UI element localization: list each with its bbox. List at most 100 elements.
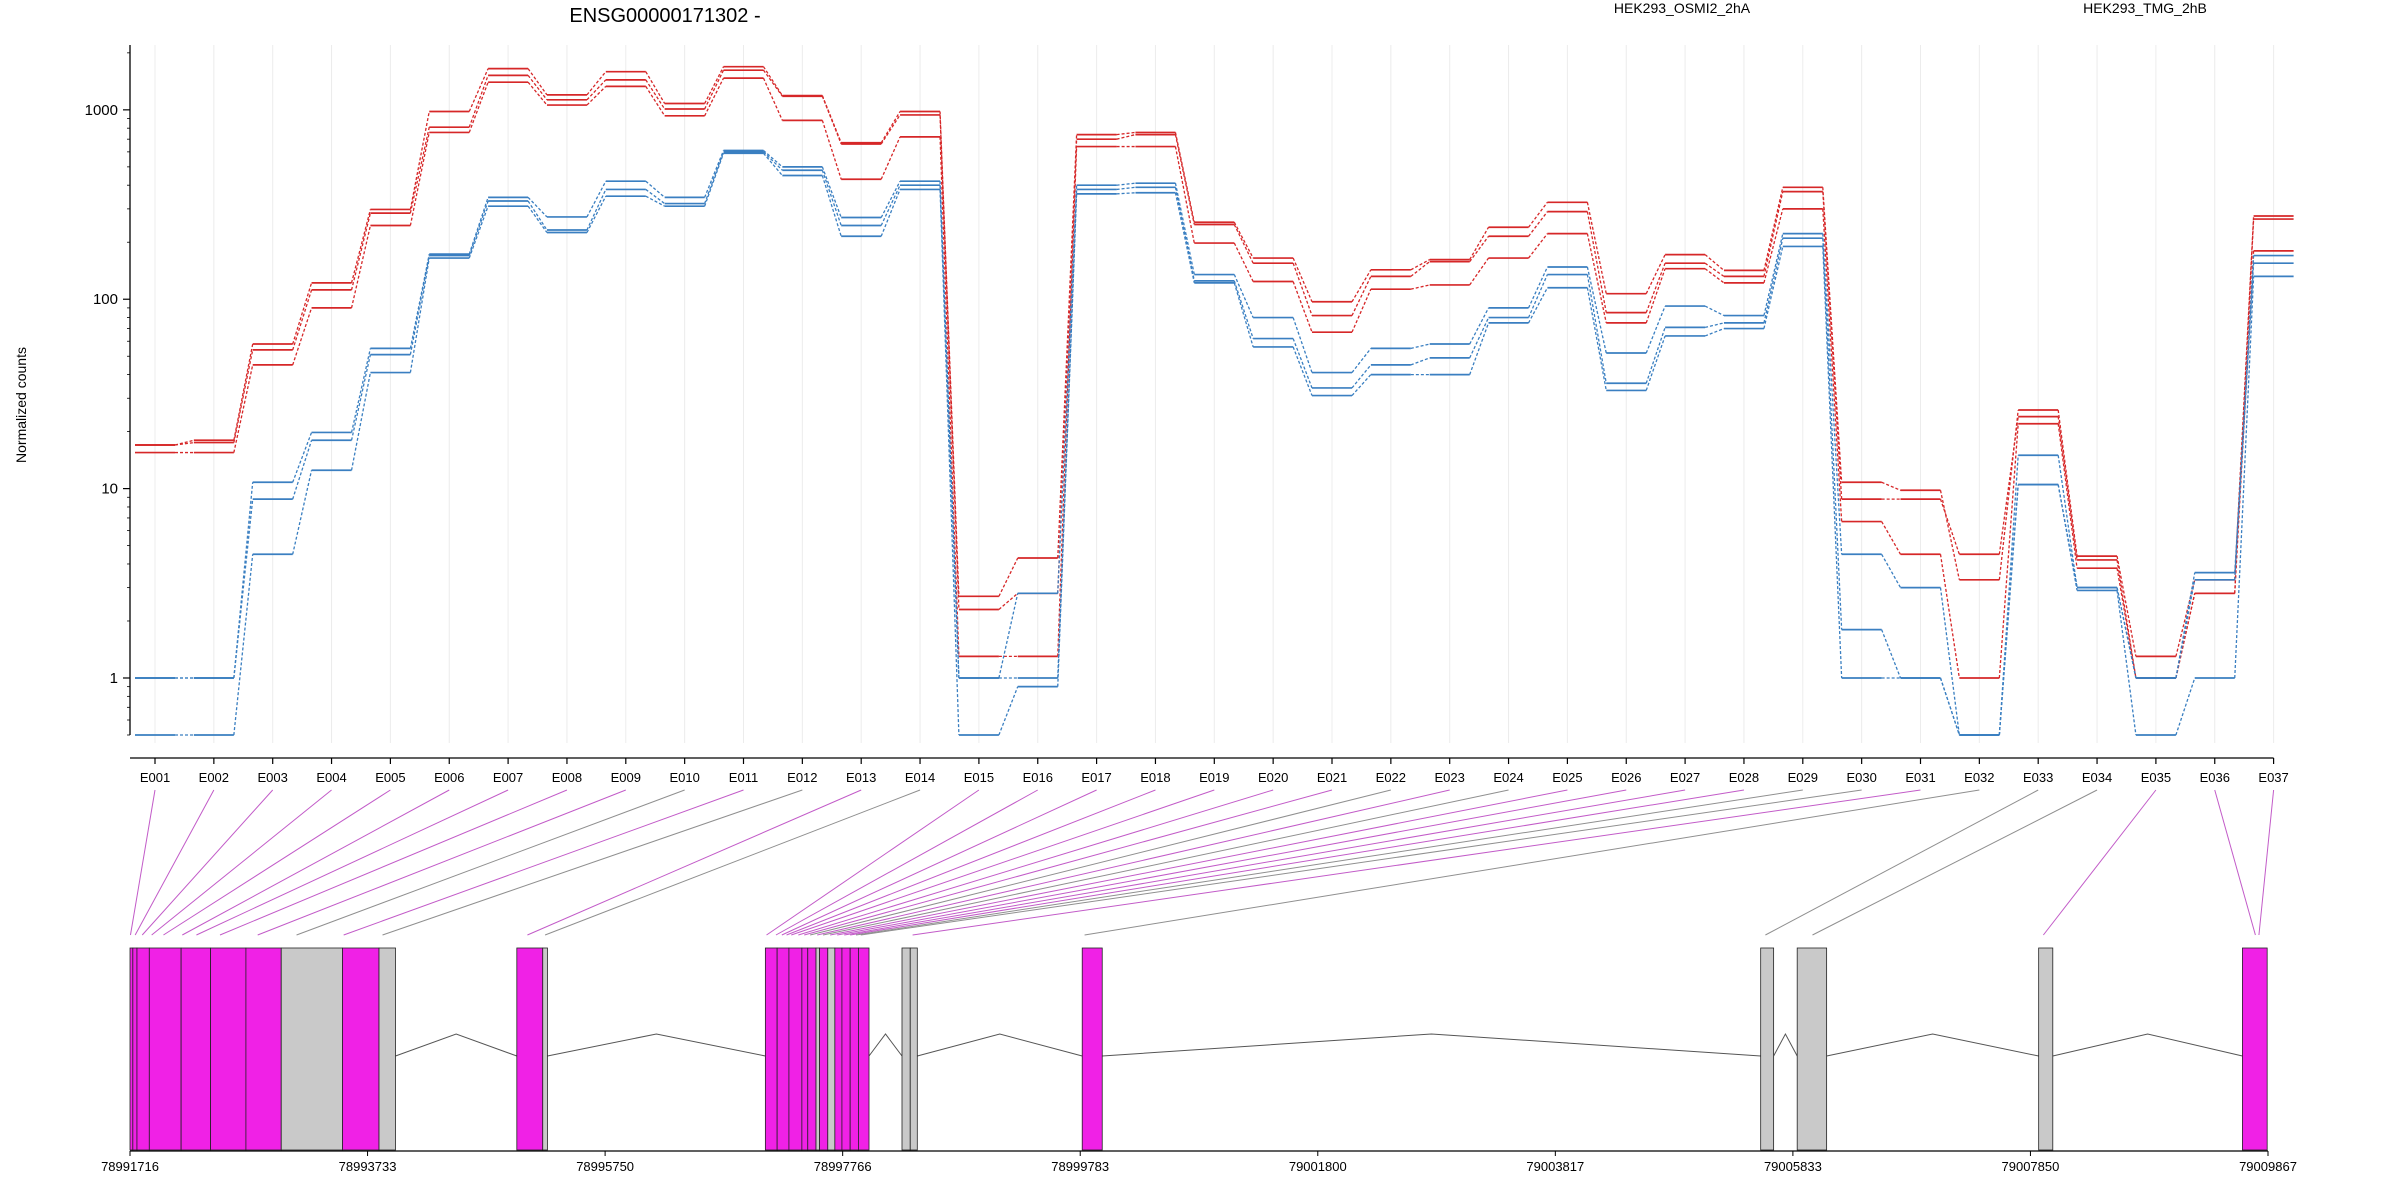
series-connector: [1645, 262, 1666, 313]
series-connector: [1645, 327, 1666, 384]
exon-block: [180, 947, 211, 1151]
series-connector: [1351, 269, 1372, 303]
series-connector: [704, 77, 725, 117]
series-connector: [1822, 191, 1843, 500]
series-connector: [1469, 317, 1490, 359]
series-connector: [1057, 139, 1078, 594]
series-connector: [762, 77, 783, 121]
series-connector: [1351, 276, 1372, 316]
series-connector: [1822, 233, 1843, 555]
x-tick-label: E009: [611, 770, 641, 785]
exon-block: [788, 947, 803, 1151]
exon-link-line: [786, 789, 1156, 936]
exon-block: [129, 947, 134, 1151]
exon-link-line: [830, 789, 1568, 936]
exon-block: [764, 947, 778, 1151]
series-connector: [409, 127, 430, 214]
plot-axes: 1 10 100 1000 E001 E002 E003 E004 E005 E006 E007 E0…: [85, 45, 2289, 785]
series-connector: [1292, 281, 1313, 333]
exon-link-line: [196, 789, 509, 936]
series-connector: [1233, 282, 1254, 348]
series-connector: [1351, 374, 1372, 396]
x-tick-label: E030: [1846, 770, 1876, 785]
series-connector: [2116, 587, 2137, 679]
x-tick-label: E012: [787, 770, 817, 785]
exon-link-line: [1765, 789, 2039, 936]
series-connector: [1116, 186, 1136, 191]
series-connector: [527, 196, 548, 218]
genome-tick-label: 79007850: [2002, 1159, 2060, 1174]
genome-tick-label: 78995750: [576, 1159, 634, 1174]
exon-link-line: [151, 789, 332, 936]
legend-label-osmi2: HEK293_OSMI2_2hA: [1614, 0, 1751, 16]
series-connector: [2234, 263, 2255, 580]
exon-block: [516, 947, 544, 1151]
series-connector: [1410, 258, 1431, 271]
exon-link-line: [912, 789, 1921, 936]
series-connector: [1763, 233, 1784, 316]
exon-block: [834, 947, 843, 1151]
series-connector: [645, 195, 665, 207]
exon-block: [148, 947, 182, 1151]
x-tick-label: E027: [1670, 770, 1700, 785]
exon-link-line: [182, 789, 450, 936]
series-connector: [821, 175, 842, 237]
exon-link-line: [791, 789, 1215, 936]
series-connector: [174, 439, 195, 446]
series-connector: [1057, 134, 1078, 559]
series-connector: [704, 150, 725, 198]
series-connector: [2057, 416, 2078, 561]
exon-block: [245, 947, 282, 1151]
series-connector: [174, 441, 194, 446]
series-connector: [2116, 568, 2137, 679]
genome-tick-label: 79009867: [2239, 1159, 2297, 1174]
series-connector: [468, 205, 489, 259]
series-connector: [1704, 268, 1725, 284]
series-connector: [1174, 192, 1195, 284]
exon-block: [342, 947, 380, 1151]
exon-link-line: [296, 789, 685, 936]
series-connector: [2175, 579, 2196, 679]
series-connector: [1998, 423, 2019, 679]
series-connector: [1233, 274, 1254, 318]
exon-link-line: [775, 789, 1038, 936]
series-connector: [1645, 335, 1666, 391]
x-tick-label: E018: [1140, 770, 1170, 785]
y-tick-label: 100: [93, 291, 118, 308]
x-tick-label: E019: [1199, 770, 1229, 785]
intron-line: [917, 1033, 1083, 1057]
series-connector: [1645, 268, 1666, 324]
series-connector: [1410, 343, 1430, 350]
series-connector: [1174, 146, 1195, 244]
x-tick-label: E021: [1317, 770, 1347, 785]
series-connector: [233, 349, 254, 443]
series-connector: [1174, 132, 1195, 223]
x-tick-label: E032: [1964, 770, 1994, 785]
exon-link-line: [219, 789, 568, 936]
chart-title: ENSG00000171302 -: [569, 5, 760, 27]
series-connector: [292, 440, 313, 500]
series-connector: [645, 86, 666, 117]
series-connector: [704, 153, 725, 207]
series-connector: [1410, 357, 1430, 366]
series-connector: [1057, 185, 1078, 594]
series-connector: [1527, 266, 1548, 309]
series-connector: [939, 136, 960, 657]
series-connector: [1469, 235, 1490, 262]
series-connector: [1998, 416, 2019, 555]
exon-block: [280, 947, 343, 1151]
series-connector: [1704, 262, 1725, 277]
series-connector: [1469, 322, 1490, 375]
gene-model: [129, 947, 2268, 1151]
x-tick-label: E003: [258, 770, 288, 785]
series-connector: [527, 68, 548, 96]
series-connector: [1469, 226, 1490, 260]
series-connector: [880, 136, 901, 180]
series-connector: [880, 111, 901, 144]
intron-line: [547, 1033, 766, 1057]
series-connector: [1528, 211, 1548, 237]
intron-line: [395, 1033, 517, 1057]
series-connector: [1116, 192, 1136, 195]
exon-link-line: [1812, 789, 2098, 936]
series-connector: [1822, 208, 1843, 522]
